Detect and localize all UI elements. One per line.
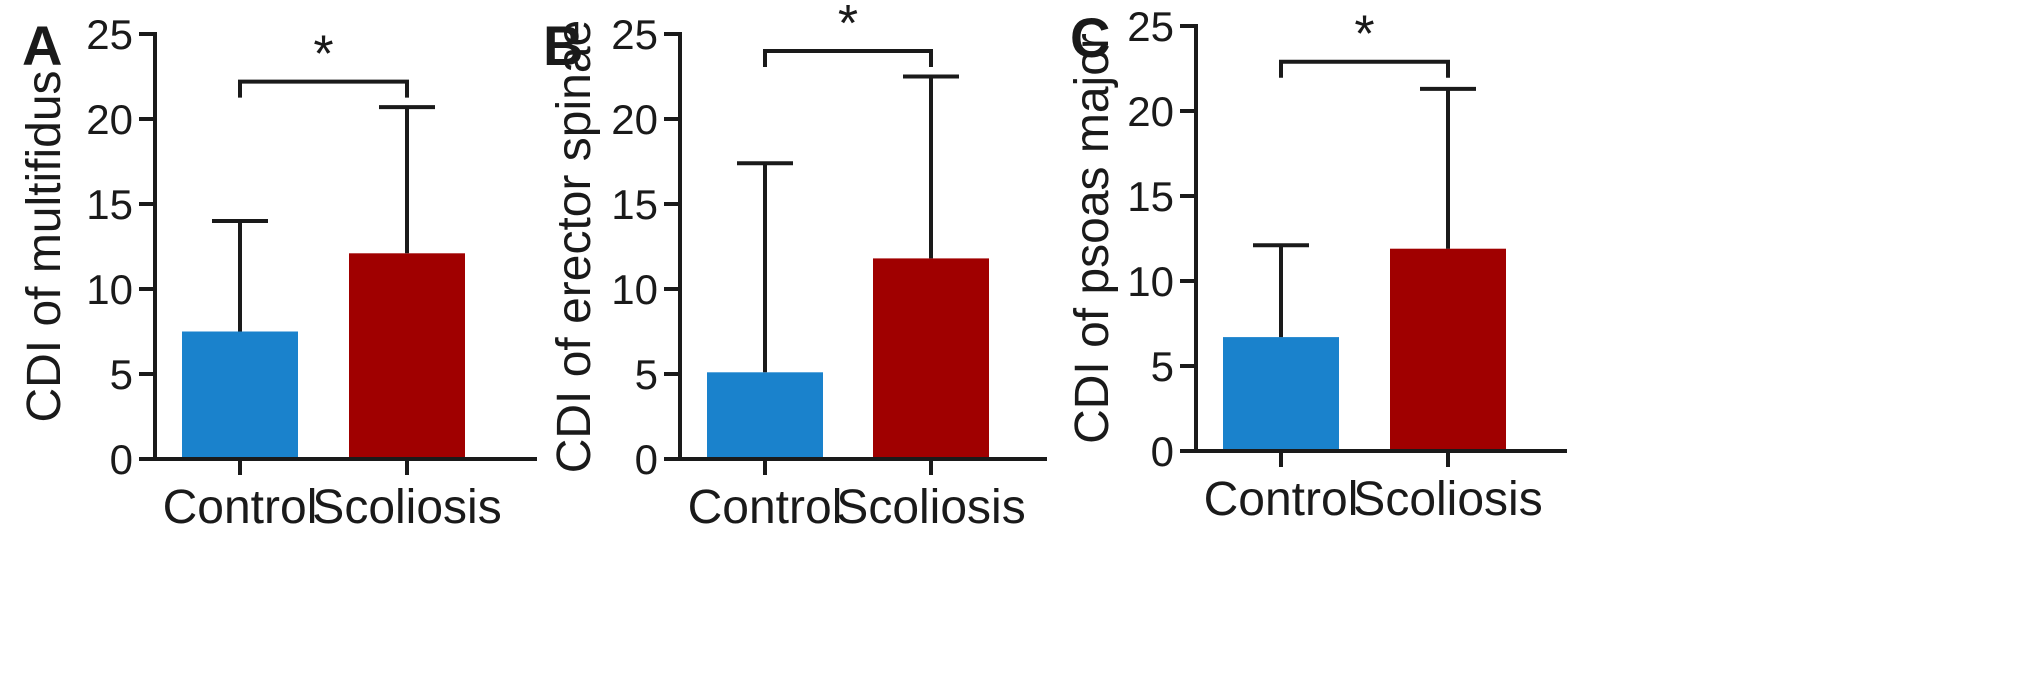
- y-axis-label: CDI of psoas major: [1066, 33, 1119, 444]
- y-tick-label: 20: [611, 96, 658, 143]
- y-tick-label: 5: [110, 351, 133, 398]
- bar-scoliosis: [1390, 248, 1506, 451]
- y-tick-label: 15: [86, 181, 133, 228]
- y-tick-label: 25: [611, 11, 658, 58]
- y-tick-label: 15: [611, 181, 658, 228]
- bar-control: [182, 331, 298, 459]
- panel-letter: A: [22, 14, 62, 77]
- y-tick-label: 15: [1127, 173, 1174, 220]
- panel-letter: B: [543, 14, 583, 77]
- x-tick-label-control: Control: [163, 481, 318, 534]
- bar-control: [707, 372, 823, 459]
- y-axis-label: CDI of erector spinae: [548, 20, 601, 474]
- y-tick-label: 0: [635, 436, 658, 483]
- y-tick-label: 25: [86, 11, 133, 58]
- y-tick-label: 0: [1151, 428, 1174, 475]
- significance-marker: *: [838, 0, 858, 53]
- x-tick-label-control: Control: [688, 481, 843, 534]
- x-tick-label-scoliosis: Scoliosis: [836, 481, 1025, 534]
- bar-scoliosis: [873, 258, 989, 459]
- significance-bracket: [1279, 59, 1450, 78]
- y-tick-label: 5: [635, 351, 658, 398]
- y-tick-label: 10: [86, 266, 133, 313]
- significance-bracket: [238, 79, 409, 98]
- x-tick-label-control: Control: [1204, 473, 1359, 526]
- bar-control: [1223, 337, 1339, 451]
- y-tick-label: 25: [1127, 3, 1174, 50]
- x-tick-label-scoliosis: Scoliosis: [1353, 473, 1542, 526]
- significance-marker: *: [313, 26, 333, 84]
- y-tick-label: 5: [1151, 343, 1174, 390]
- y-tick-label: 20: [1127, 88, 1174, 135]
- y-tick-label: 10: [1127, 258, 1174, 305]
- y-tick-label: 0: [110, 436, 133, 483]
- y-tick-label: 20: [86, 96, 133, 143]
- x-tick-label-scoliosis: Scoliosis: [312, 481, 501, 534]
- significance-marker: *: [1354, 6, 1374, 64]
- bar-scoliosis: [349, 253, 465, 459]
- significance-bracket: [763, 49, 933, 67]
- y-axis-label: CDI of multifidus: [18, 70, 71, 422]
- panel-letter: C: [1070, 6, 1110, 69]
- y-tick-label: 10: [611, 266, 658, 313]
